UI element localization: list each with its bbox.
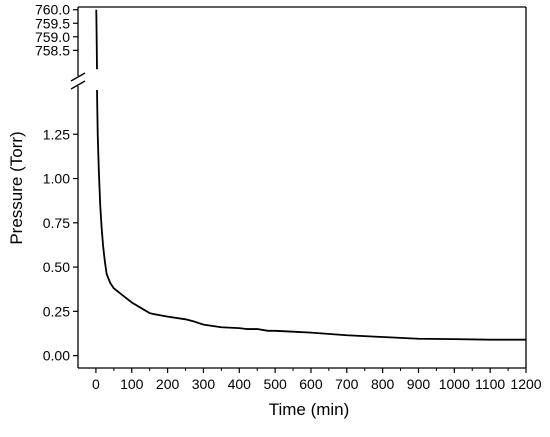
y-tick-label: 759.5 bbox=[35, 15, 70, 31]
y-tick-label: 1.00 bbox=[43, 171, 70, 187]
x-tick-label: 200 bbox=[156, 376, 180, 392]
x-tick-label: 400 bbox=[228, 376, 252, 392]
axis-break-mark bbox=[70, 80, 86, 90]
series-layer bbox=[95, 9, 526, 341]
x-tick-label: 300 bbox=[192, 376, 216, 392]
y-tick-label: 0.00 bbox=[43, 348, 70, 364]
y-tick-label: 758.5 bbox=[35, 42, 70, 58]
x-tick-label: 1100 bbox=[475, 376, 505, 392]
tick-labels: 0 100 200 300 400 500 600 700 800 900 1000 1100 1200… bbox=[35, 2, 542, 392]
x-tick-label: 600 bbox=[299, 376, 323, 392]
x-tick-label: 900 bbox=[407, 376, 431, 392]
x-tick-label: 100 bbox=[120, 376, 144, 392]
axis-ticks bbox=[73, 9, 527, 373]
x-tick-label: 0 bbox=[92, 376, 100, 392]
y-tick-label: 0.75 bbox=[43, 215, 70, 231]
x-tick-label: 1000 bbox=[439, 376, 470, 392]
y-tick-label: 0.50 bbox=[43, 259, 70, 275]
x-tick-label: 700 bbox=[335, 376, 359, 392]
y-axis-label: Pressure (Torr) bbox=[7, 131, 26, 244]
y-tick-label: 760.0 bbox=[35, 2, 70, 18]
series-line-lower bbox=[96, 89, 526, 341]
plot-frame bbox=[70, 6, 527, 369]
y-tick-label: 759.0 bbox=[35, 29, 70, 45]
x-tick-label: 800 bbox=[371, 376, 395, 392]
axis-break-mark bbox=[70, 72, 86, 82]
x-axis-label: Time (min) bbox=[269, 400, 350, 419]
x-tick-label: 500 bbox=[263, 376, 287, 392]
y-tick-label: 0.25 bbox=[43, 303, 70, 319]
series-line-upper bbox=[95, 9, 98, 70]
x-tick-label: 1200 bbox=[510, 376, 541, 392]
y-tick-label: 1.25 bbox=[43, 126, 70, 142]
